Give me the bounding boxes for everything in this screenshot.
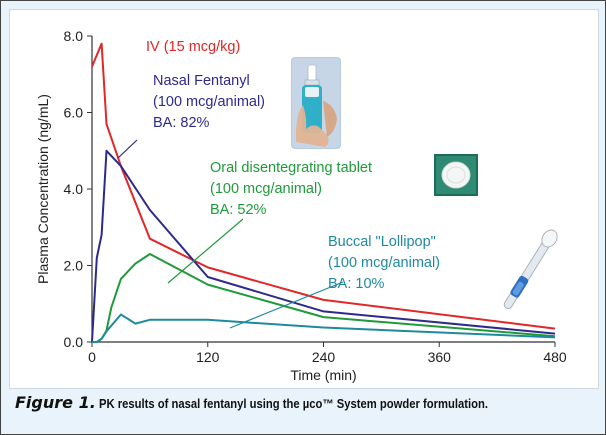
series-label-odt: Oral disentegrating tablet — [210, 160, 372, 176]
tablet-photo — [434, 154, 478, 196]
nasal-spray-photo — [291, 57, 341, 149]
annotations: IV (15 mcg/kg) Nasal Fentanyl (100 mcg/ani… — [117, 39, 440, 329]
series-line-odt — [92, 253, 556, 343]
y-tick-label: 2.0 — [64, 258, 84, 274]
x-tick-label: 120 — [196, 349, 220, 365]
x-tick-label: 360 — [428, 349, 452, 365]
series-lines — [91, 42, 556, 343]
y-tick-label: 6.0 — [64, 105, 84, 121]
series-label-nasal: Nasal Fentanyl — [153, 73, 250, 89]
figure-caption: Figure 1. PK results of nasal fentanyl u… — [15, 393, 595, 412]
series-label-buccal: (100 mcg/animal) — [328, 255, 440, 271]
lollipop-device-photo — [503, 229, 558, 310]
leader-line-buccal — [229, 281, 344, 329]
series-label-buccal: Buccal "Lollipop" — [328, 234, 436, 250]
x-tick-label: 240 — [312, 349, 336, 365]
plot-panel: 0.0 2.0 4.0 6.0 8.0 0 120 240 360 480 Time (min) Pl… — [9, 9, 599, 389]
series-line-nasal — [91, 149, 556, 343]
y-tick-label: 0.0 — [64, 334, 84, 350]
caption-label: Figure 1. — [15, 393, 96, 412]
photos — [291, 57, 558, 310]
series-label-buccal: BA: 10% — [328, 276, 385, 292]
x-axis-label: Time (min) — [290, 367, 356, 383]
series-label-iv: IV (15 mcg/kg) — [146, 39, 240, 55]
series-label-odt: BA: 52% — [210, 202, 267, 218]
caption-text: PK results of nasal fentanyl using the µ… — [99, 397, 489, 411]
leader-line-odt — [167, 218, 244, 284]
axes: 0.0 2.0 4.0 6.0 8.0 0 120 240 360 480 Time (min) Pl… — [35, 28, 567, 383]
series-label-nasal: (100 mcg/animal) — [153, 94, 265, 110]
x-tick-label: 0 — [88, 349, 96, 365]
y-tick-label: 8.0 — [64, 28, 84, 44]
series-label-nasal: BA: 82% — [153, 115, 210, 131]
series-line-buccal — [92, 313, 556, 343]
leader-line-nasal — [117, 139, 138, 159]
series-label-odt: (100 mcg/animal) — [210, 181, 322, 197]
pk-line-chart: 0.0 2.0 4.0 6.0 8.0 0 120 240 360 480 Time (min) Pl… — [35, 28, 567, 383]
x-tick-label: 480 — [543, 349, 567, 365]
y-axis-label: Plasma Concentration (ng/mL) — [35, 94, 51, 284]
y-tick-label: 4.0 — [64, 181, 84, 197]
